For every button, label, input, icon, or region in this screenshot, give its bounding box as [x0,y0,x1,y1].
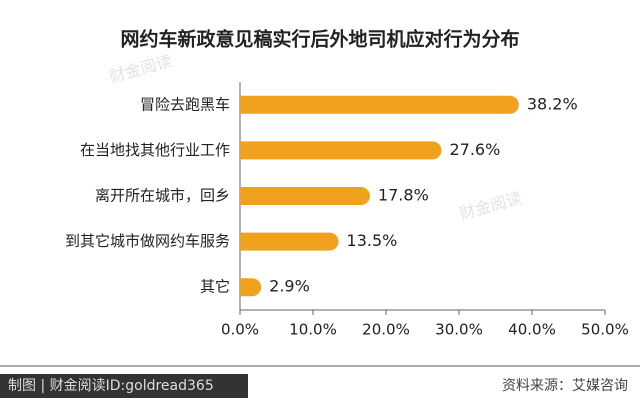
bar [240,278,262,297]
y-tick-label: 到其它城市做网约车服务 [65,232,230,250]
y-tick-label: 在当地找其他行业工作 [80,141,230,159]
x-tick-label: 10.0% [289,321,337,339]
y-tick-label: 离开所在城市，回乡 [95,187,230,205]
value-label: 13.5% [347,231,398,250]
x-tick-label: 30.0% [435,321,483,339]
x-tick-label: 40.0% [508,321,556,339]
bar [240,232,339,251]
y-tick-label: 其它 [200,278,230,296]
value-label: 2.9% [269,277,310,296]
value-label: 17.8% [378,186,429,205]
bar [240,187,370,205]
x-tick-label: 0.0% [221,321,259,339]
value-label: 38.2% [527,94,578,113]
value-label: 27.6% [449,140,500,159]
bar [240,141,442,160]
x-tick-label: 20.0% [362,321,410,339]
credit: 制图 | 财金阅读ID:goldread365 [8,377,214,394]
chart-title: 网约车新政意见稿实行后外地司机应对行为分布 [120,28,519,51]
x-tick-label: 50.0% [581,321,629,339]
y-tick-label: 冒险去跑黑车 [140,95,230,113]
source: 资料来源：艾媒咨询 [502,378,628,394]
credit-box [0,374,248,398]
bar [240,95,519,114]
